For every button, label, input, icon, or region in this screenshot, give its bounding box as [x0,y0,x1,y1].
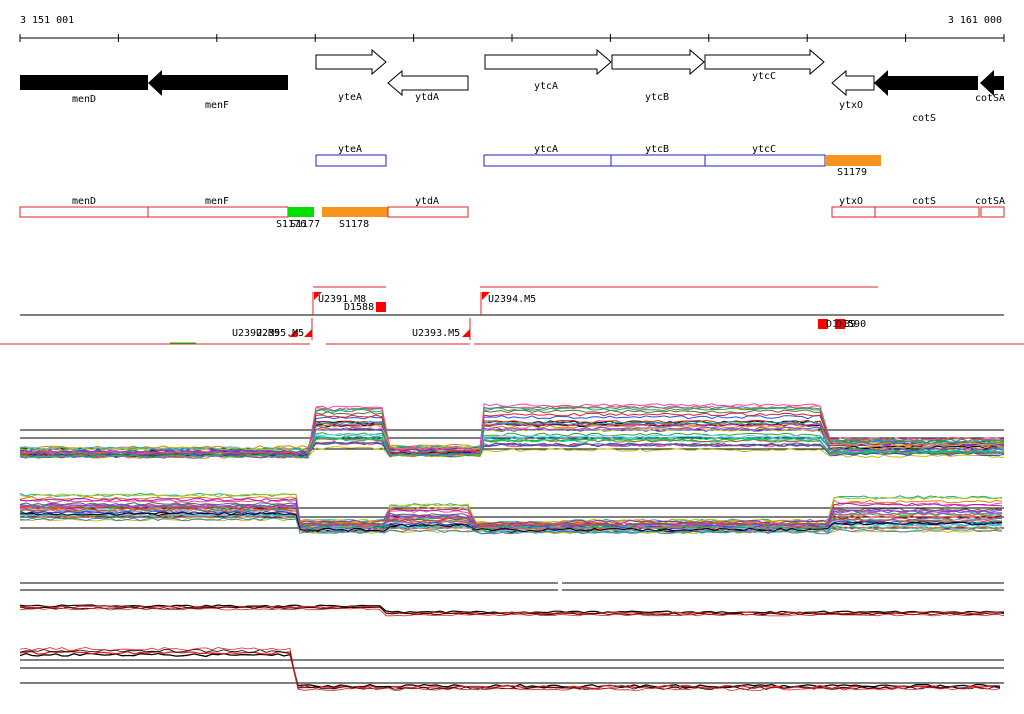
operon-box-yteA[interactable] [315,154,387,167]
expression-line [19,403,1005,455]
gene-label-ytcC: ytcC [752,71,776,82]
feature-U2393-M5[interactable]: U2393.M5 [412,318,471,340]
expression-track-minus [19,492,1004,535]
expression-line [19,493,1003,525]
expression-line [19,507,1003,527]
operon-box-ytcC[interactable] [704,154,826,167]
expression-track-plus [19,403,1005,459]
operon-track-plus: yteA ytcA ytcB ytcC S1179 [315,144,881,178]
gene-arrow-ytxO[interactable] [831,69,875,97]
gene-arrow-menF[interactable] [148,70,288,96]
feature-D1590[interactable]: D1590 [835,319,866,330]
operon-label-S1177: S1177 [290,219,320,230]
summary-track-minus [19,647,1004,691]
gene-label-ytdA: ytdA [415,92,439,103]
gene-arrow-ytcB[interactable] [611,48,705,76]
gene-label-cotSA: cotSA [975,93,1005,104]
summary-line [19,650,1001,690]
summary-line [19,652,1001,689]
expression-line [19,513,1003,532]
operon-label-menD: menD [72,196,96,207]
operon-box-cotSA[interactable] [980,206,1005,218]
gene-arrow-ytdA[interactable] [387,69,469,97]
summary-track-plus [19,578,1005,618]
expression-lines-plus [19,403,1005,459]
operon-label-yteA: yteA [338,144,362,155]
expression-line [19,517,1003,535]
operon-box-ytdA[interactable] [387,206,469,218]
operon-label-S1176: S1176 [276,219,306,230]
feature-D1588[interactable]: D1588 [344,302,386,313]
operon-label-S1179: S1179 [837,167,867,178]
expression-line [19,503,1003,528]
feature-label-U2395-M5: U2395.M5 [256,328,304,339]
operon-label-ytdA: ytdA [415,196,439,207]
gene-label-ytcB: ytcB [645,92,669,103]
gene-label-ytxO: ytxO [839,100,863,111]
feature-label-U2393-M5: U2393.M5 [412,328,460,339]
feature-label-U2394-M5: U2394.M5 [488,294,536,305]
feature-U2394-M5[interactable]: U2394.M5 [480,292,536,315]
ruler-ticks [19,34,1005,42]
operon-label-ytcC: ytcC [752,144,776,155]
operon-label-ytxO: ytxO [839,196,863,207]
feature-U2392-M5[interactable]: U2392.M5 [232,328,297,339]
expression-line [19,433,1005,451]
coord-start-label: 3 151 001 [20,15,74,26]
expression-lines-minus [19,492,1003,535]
gene-label-cotS: cotS [912,113,936,124]
expression-line [19,427,1005,451]
expression-line [19,420,1005,452]
coord-end-label: 3 161 000 [948,15,1002,26]
feature-label-D1590: D1590 [836,319,866,330]
summary-line [19,607,1005,617]
gene-arrow-ytcC[interactable] [704,48,825,76]
operon-box-cotS[interactable] [874,206,980,218]
operon-label-ytcA: ytcA [534,144,558,155]
feature-U2391-M8[interactable]: U2391.M8 [312,292,366,315]
gene-track: menD menF yteA ytdA ytcA ytcB ytcC ytxO … [20,48,1005,124]
feature-label-D1588: D1588 [344,302,374,313]
expression-line [19,512,1003,533]
expression-line [19,501,1003,528]
operon-box-S1179[interactable] [825,155,881,166]
gene-arrow-ytcA[interactable] [484,48,612,76]
operon-label-S1178: S1178 [339,219,369,230]
operon-label-menF: menF [205,196,229,207]
feature-label-U2392-M5: U2392.M5 [232,328,280,339]
gene-arrow-cotS[interactable] [874,70,978,96]
operon-label-cotSA: cotSA [975,196,1005,207]
operon-box-S1178[interactable] [322,207,388,217]
expression-line [19,436,1005,459]
gene-arrow-menD[interactable] [20,75,148,90]
gene-label-menD: menD [72,94,96,105]
expression-line [19,497,1003,525]
operon-track-minus: menD menF S1176 S1177 S1178 ytdA ytxO co… [19,196,1005,230]
operon-box-S1176[interactable] [288,207,314,217]
summary-line [19,606,1004,616]
operon-box-menF[interactable] [147,206,289,218]
feature-label-U2391-M8: U2391.M8 [318,294,366,305]
operon-box-ytcB[interactable] [610,154,706,167]
operon-box-ytxO[interactable] [831,206,876,218]
operon-label-ytcB: ytcB [645,144,669,155]
summary-lines-minus [19,647,1001,691]
summary-line [19,605,1005,615]
summary-lines-plus [19,604,1005,617]
operon-label-cotS: cotS [912,196,936,207]
gene-label-yteA: yteA [338,92,362,103]
operon-box-menD[interactable] [19,206,149,218]
summary-line [19,649,1001,690]
gene-label-ytcA: ytcA [534,81,558,92]
gene-arrow-cotSA[interactable] [980,70,1004,96]
summary-line [19,647,1001,691]
gene-arrow-yteA[interactable] [315,48,387,76]
feature-U2395-M5[interactable]: U2395.M5 [256,318,313,340]
operon-box-ytcA[interactable] [483,154,612,167]
feature-track: U2391.M8 D1588 U2394.M5 U2392.M5 U2395.M… [0,286,1024,345]
gene-label-menF: menF [205,100,229,111]
coordinate-ruler: 3 151 001 3 161 000 [19,15,1005,42]
